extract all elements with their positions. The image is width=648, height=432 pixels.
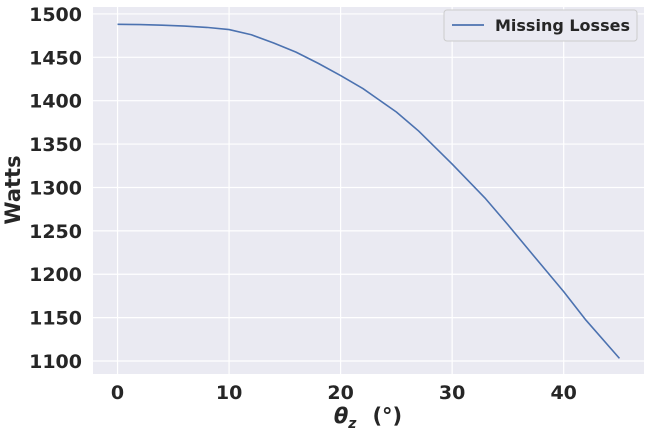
- series-line-missing-losses: [117, 23, 621, 359]
- plot-area: [93, 7, 644, 374]
- legend: Missing Losses: [443, 9, 638, 42]
- x-axis-unit: (°): [372, 404, 402, 428]
- x-tick-label: 30: [439, 382, 465, 404]
- x-tick-label: 40: [550, 382, 576, 404]
- y-tick-labels: 1100 1150 1200 1250 1300 1350 1400 1450 1500: [29, 4, 82, 373]
- y-tick-label: 1400: [29, 91, 82, 113]
- y-tick-label: 1150: [29, 308, 82, 330]
- x-axis-symbol: θ: [334, 404, 348, 428]
- y-tick-label: 1450: [29, 47, 82, 69]
- x-tick-label: 0: [111, 382, 124, 404]
- y-tick-label: 1250: [29, 221, 82, 243]
- y-axis-title: Watts: [1, 155, 25, 224]
- y-tick-label: 1300: [29, 177, 82, 199]
- x-axis-title: θz (°): [334, 404, 402, 432]
- y-tick-label: 1100: [29, 351, 82, 373]
- legend-box: [443, 9, 638, 42]
- x-tick-label: 10: [216, 382, 242, 404]
- x-tick-label: 20: [327, 382, 353, 404]
- x-axis-subscript: z: [347, 416, 357, 432]
- x-tick-labels: 0 10 20 30 40: [111, 382, 577, 404]
- legend-label-missing-losses: Missing Losses: [495, 16, 630, 35]
- series-layer: [117, 23, 621, 359]
- y-tick-label: 1350: [29, 134, 82, 156]
- y-tick-label: 1500: [29, 4, 82, 26]
- y-tick-label: 1200: [29, 264, 82, 286]
